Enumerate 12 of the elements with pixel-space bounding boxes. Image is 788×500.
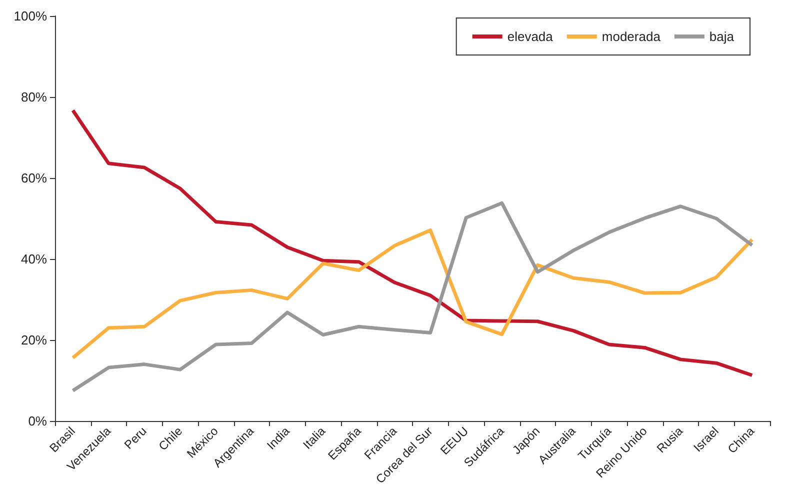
legend-label: elevada (507, 29, 554, 44)
y-tick-label: 40% (20, 252, 48, 266)
y-tick-label: 20% (20, 332, 48, 348)
line-series (71, 108, 754, 377)
y-tick-label: 100% (14, 8, 48, 24)
y-tick-label: 0% (28, 414, 48, 428)
legend-label: baja (709, 29, 735, 44)
line-series (71, 228, 754, 360)
line-series (71, 201, 754, 392)
legend-label: moderada (602, 29, 662, 44)
y-tick-label: 60% (20, 170, 48, 186)
y-tick-label: 80% (20, 90, 48, 104)
